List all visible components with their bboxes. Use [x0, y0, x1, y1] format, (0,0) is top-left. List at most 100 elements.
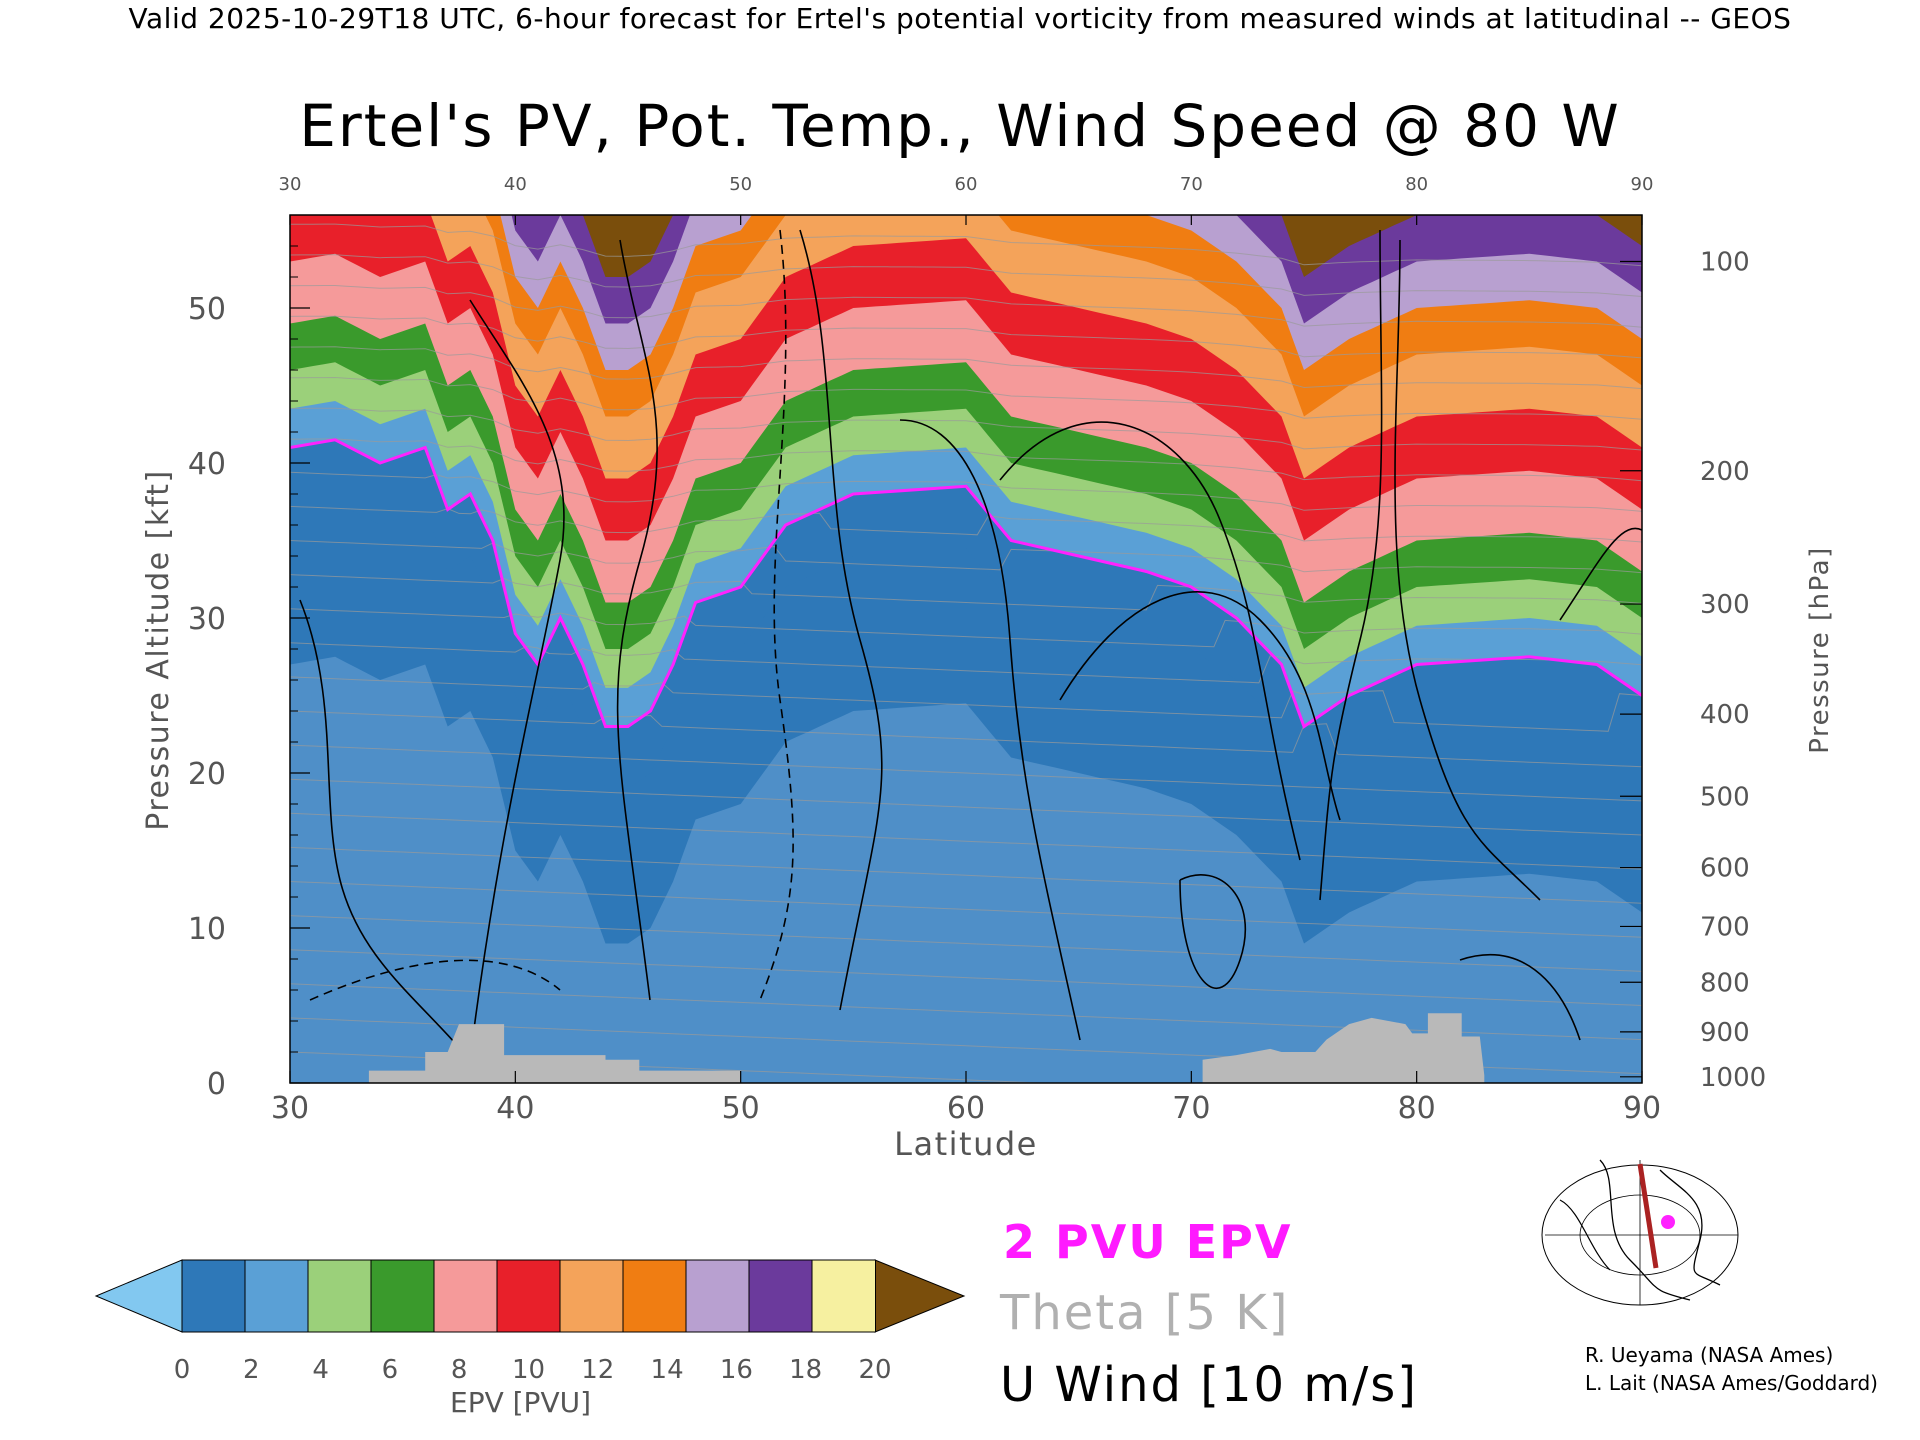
theta-contour: [290, 915, 1642, 972]
credit-line-1: R. Ueyama (NASA Ames): [1585, 1343, 1834, 1367]
colorbar-segment: [622, 1259, 687, 1333]
colorbar-segment: [370, 1259, 435, 1333]
legend-2pvu: 2 PVU EPV: [1003, 1215, 1293, 1269]
top-tick-label: 80: [1405, 174, 1428, 195]
u-wind-contour: [1059, 591, 1341, 821]
colorbar-tick-label: 2: [243, 1355, 260, 1385]
colorbar-under-arrow: [94, 1259, 183, 1333]
colorbar-segment: [811, 1259, 876, 1333]
x-axis-label: Latitude: [894, 1125, 1038, 1163]
y-tick-label: 40: [188, 447, 226, 482]
top-tick-label: 40: [504, 174, 527, 195]
x-tick-label: 60: [947, 1091, 985, 1126]
x-axis: 30 40 50 60 70 80 90: [271, 1071, 1661, 1126]
u-wind-contour: [759, 229, 794, 1001]
u-wind-contour: [999, 421, 1301, 861]
colorbar-tick-label: 0: [174, 1355, 191, 1385]
cross-section-line: [1637, 1163, 1659, 1269]
theta-contour: [290, 642, 1642, 684]
theta-contour: [290, 744, 1642, 802]
y-axis: 0 10 20 30 40 50: [188, 245, 310, 1102]
pressure-tick-label: 200: [1700, 457, 1750, 487]
x-tick-label: 50: [722, 1091, 760, 1126]
colorbar-segment: [496, 1259, 561, 1333]
theta-contour: [290, 778, 1642, 836]
y-tick-label: 30: [188, 602, 226, 637]
pressure-tick-label: 400: [1700, 700, 1750, 730]
pressure-tick-label: 700: [1700, 912, 1750, 942]
theta-contour: [290, 223, 1642, 267]
terrain-mask: [290, 1013, 1642, 1083]
u-wind-contour: [1319, 229, 1383, 901]
y-tick-label: 50: [188, 292, 226, 327]
theta-contour: [290, 608, 1642, 648]
pressure-axis: 100 200 300 400 500 600 700 800 900 1000: [1620, 248, 1766, 1093]
valid-time-header: Valid 2025-10-29T18 UTC, 6-hour forecast…: [128, 2, 1792, 35]
u-wind-contour: [1179, 874, 1246, 989]
colorbar-segment: [181, 1259, 246, 1333]
u-wind-contour: [469, 299, 565, 1061]
legend-theta: Theta [5 K]: [1000, 1285, 1290, 1341]
theta-contour: [290, 881, 1642, 938]
y-tick-label: 0: [207, 1067, 226, 1102]
colorbar-tick-label: 20: [858, 1355, 891, 1385]
x-tick-label: 70: [1172, 1091, 1210, 1126]
pressure-tick-label: 500: [1700, 782, 1750, 812]
theta-contour: [290, 471, 1642, 512]
colorbar-over-arrow: [874, 1259, 966, 1333]
colorbar-segment: [244, 1259, 309, 1333]
pv-band: [511, 215, 1642, 324]
pressure-tick-label: 800: [1700, 968, 1750, 998]
top-latitude-axis: 30 40 50 60 70 80 90: [279, 174, 1653, 225]
theta-contour: [290, 812, 1642, 870]
top-tick-label: 50: [729, 174, 752, 195]
colorbar-tick-label: 12: [581, 1355, 614, 1385]
legend-u-wind: U Wind [10 m/s]: [1000, 1357, 1419, 1413]
colorbar-label: EPV [PVU]: [450, 1386, 592, 1419]
pv-cross-section: [290, 215, 1642, 1083]
u-wind-contour: [1459, 954, 1581, 1041]
theta-contour: [290, 438, 1642, 482]
theta-contour: [290, 574, 1642, 611]
x-tick-label: 40: [496, 1091, 534, 1126]
top-tick-label: 60: [955, 174, 978, 195]
u-wind-contour: [616, 239, 658, 1001]
pressure-tick-label: 300: [1700, 590, 1750, 620]
theta-contour: [290, 346, 1642, 390]
colorbar-segment: [559, 1259, 624, 1333]
theta-contour: [290, 254, 1642, 297]
theta-contour: [290, 505, 1642, 543]
top-tick-label: 30: [279, 174, 302, 195]
colorbar-segment: [307, 1259, 372, 1333]
x-tick-label: 90: [1623, 1091, 1661, 1126]
pressure-axis-label: Pressure [hPa]: [1805, 546, 1835, 754]
credit-line-2: L. Lait (NASA Ames/Goddard): [1585, 1371, 1878, 1395]
theta-contour: [290, 376, 1642, 420]
pressure-tick-label: 100: [1700, 248, 1750, 278]
colorbar-tick-label: 10: [512, 1355, 545, 1385]
u-wind-contours: [299, 229, 1642, 1061]
colorbar-segment: [748, 1259, 813, 1333]
u-wind-contour: [309, 959, 561, 1001]
u-wind-contour: [899, 419, 1081, 1041]
pressure-tick-label: 600: [1700, 854, 1750, 884]
y-axis-label: Pressure Altitude [kft]: [141, 469, 176, 830]
theta-contour: [290, 983, 1642, 1041]
tropopause-2pvu-line: [290, 438, 1642, 729]
u-wind-contour: [799, 229, 883, 1011]
u-wind-contour: [299, 599, 471, 1061]
top-tick-label: 70: [1180, 174, 1203, 195]
colorbar-tick-label: 14: [651, 1355, 684, 1385]
colorbar-tick-label: 4: [312, 1355, 329, 1385]
pv-band: [537, 215, 1642, 277]
theta-contour: [290, 315, 1642, 359]
theta-contour: [290, 540, 1642, 574]
theta-contour: [290, 949, 1642, 1006]
colorbar-tick-label: 16: [720, 1355, 753, 1385]
inset-locator-map: [1540, 1152, 1740, 1306]
location-marker: [1661, 1215, 1675, 1229]
colorbar-segment: [685, 1259, 750, 1333]
u-wind-contour: [1394, 239, 1541, 901]
theta-contour: [290, 285, 1642, 328]
